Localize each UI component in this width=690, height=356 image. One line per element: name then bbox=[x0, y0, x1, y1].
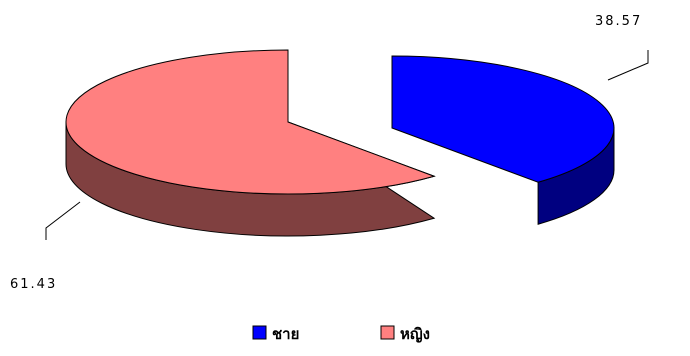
pie-slice-male bbox=[391, 55, 615, 183]
slice-group-male bbox=[391, 55, 615, 225]
leader-line-male bbox=[607, 50, 649, 81]
slice-group-female bbox=[65, 49, 436, 237]
legend: ชาย หญิง bbox=[252, 325, 430, 343]
legend-swatch-male bbox=[252, 325, 267, 340]
legend-swatch-female bbox=[380, 325, 395, 340]
data-label-female: 61.43 bbox=[10, 277, 57, 292]
legend-label-male: ชาย bbox=[272, 325, 299, 343]
leader-line-female bbox=[45, 201, 81, 240]
data-label-male: 38.57 bbox=[595, 14, 642, 29]
pie-slice-female bbox=[65, 49, 436, 195]
legend-label-female: หญิง bbox=[400, 325, 430, 343]
